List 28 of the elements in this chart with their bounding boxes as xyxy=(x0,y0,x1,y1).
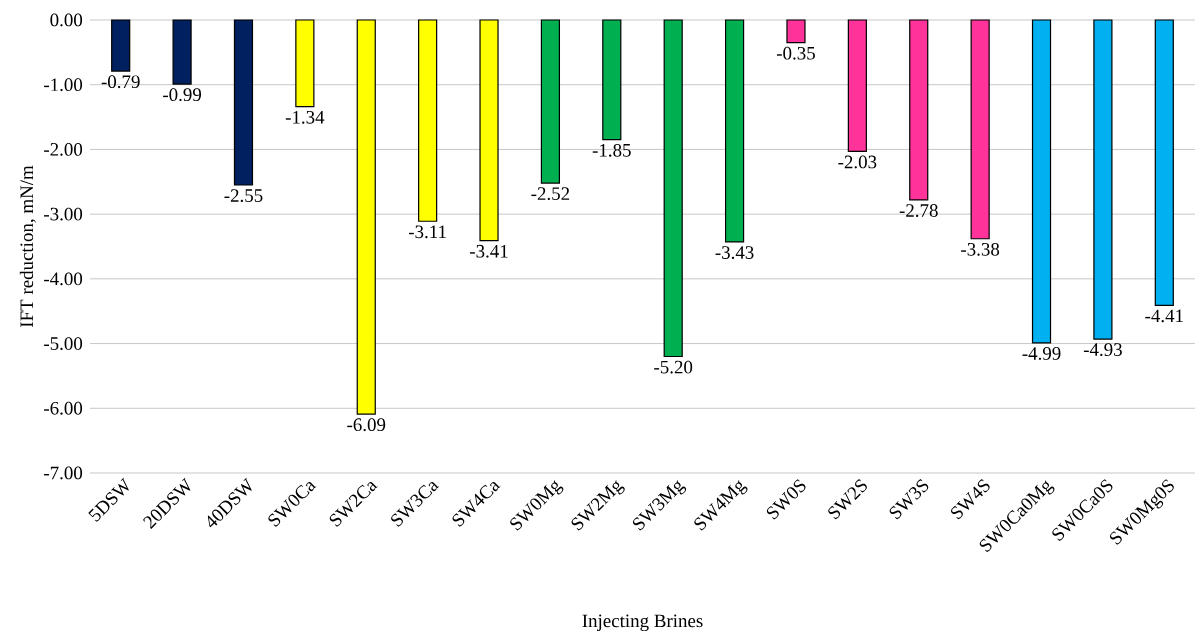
data-label: -0.35 xyxy=(776,46,815,60)
data-label: -3.41 xyxy=(470,244,508,258)
data-label: -4.93 xyxy=(1083,343,1122,357)
data-label: -3.43 xyxy=(715,246,754,259)
data-label: -2.03 xyxy=(838,155,877,169)
y-axis-title: IFT reduction, mN/m xyxy=(19,165,36,328)
data-label: -2.78 xyxy=(899,204,938,217)
y-tick-label: -7.00 xyxy=(44,466,83,480)
y-tick-label: -1.00 xyxy=(44,78,83,92)
data-label: -1.34 xyxy=(285,110,325,124)
data-label: -5.20 xyxy=(654,360,693,374)
data-label: -2.52 xyxy=(531,187,570,201)
data-label: -6.09 xyxy=(347,418,386,432)
data-label: -0.99 xyxy=(163,88,202,102)
data-label: -2.55 xyxy=(224,189,263,203)
data-label: -3.38 xyxy=(961,242,1000,256)
y-tick-label: -5.00 xyxy=(44,337,83,350)
data-label: -3.11 xyxy=(408,225,446,239)
data-label: -4.41 xyxy=(1145,309,1183,323)
y-tick-label: -2.00 xyxy=(44,143,83,156)
y-tick-label: -3.00 xyxy=(44,207,83,221)
data-label: -0.79 xyxy=(101,75,140,89)
data-label: -1.85 xyxy=(592,143,631,157)
y-tick-label: 0.00 xyxy=(50,13,83,27)
y-tick-label: -4.00 xyxy=(44,272,83,286)
x-axis-title: Injecting Brines xyxy=(582,614,703,631)
data-label: -4.99 xyxy=(1022,347,1061,360)
y-tick-label: -6.00 xyxy=(44,401,83,415)
